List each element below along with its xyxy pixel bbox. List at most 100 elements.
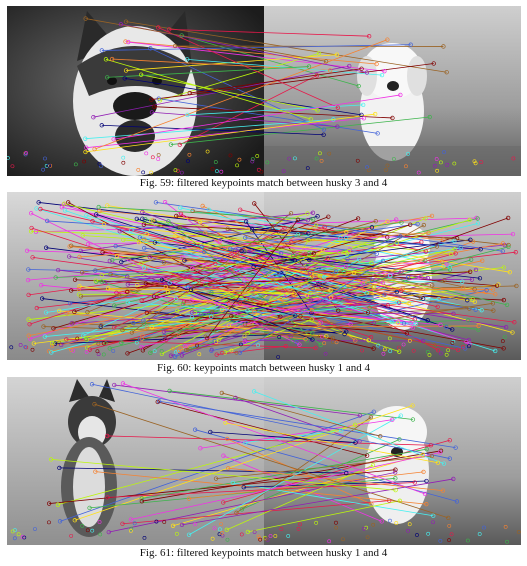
- keypoint-marker: [432, 163, 437, 168]
- keypoint-marker: [85, 310, 90, 315]
- match-line: [143, 267, 397, 303]
- keypoint-marker: [238, 207, 243, 212]
- match-line: [154, 106, 393, 119]
- keypoint-marker: [27, 322, 32, 327]
- match-line: [147, 325, 479, 328]
- match-line: [186, 302, 493, 351]
- keypoint-marker: [278, 314, 283, 319]
- match-line: [59, 310, 327, 337]
- keypoint-marker: [180, 301, 186, 307]
- keypoint-marker: [451, 339, 456, 344]
- keypoint-marker: [368, 334, 374, 340]
- keypoint-marker: [335, 105, 340, 110]
- keypoint-marker: [408, 42, 413, 47]
- match-line: [170, 116, 430, 145]
- match-line: [71, 271, 471, 291]
- keypoint-marker: [111, 325, 117, 330]
- keypoint-marker: [107, 346, 112, 351]
- match-line: [131, 212, 292, 333]
- keypoint-marker: [103, 341, 108, 346]
- match-line: [182, 303, 313, 334]
- keypoint-marker: [435, 460, 441, 465]
- keypoint-marker: [385, 303, 390, 308]
- keypoint-marker: [159, 277, 165, 282]
- keypoint-marker: [372, 284, 377, 290]
- keypoint-marker: [336, 308, 341, 313]
- keypoint-marker: [164, 337, 169, 342]
- keypoint-marker: [445, 162, 450, 167]
- keypoint-marker: [57, 519, 63, 524]
- keypoint-marker: [503, 525, 508, 529]
- keypoint-marker: [99, 279, 104, 284]
- match-line: [28, 242, 503, 336]
- keypoint-marker: [24, 151, 28, 155]
- keypoint-marker: [472, 159, 477, 164]
- keypoint-marker: [431, 513, 436, 518]
- keypoint-marker: [314, 156, 319, 161]
- keypoint-marker: [220, 530, 224, 535]
- keypoint-marker: [380, 258, 386, 264]
- keypoint-marker: [96, 204, 101, 210]
- keypoint-marker: [420, 338, 426, 344]
- keypoint-marker: [105, 495, 110, 500]
- keypoint-marker: [325, 256, 331, 261]
- keypoint-marker: [416, 170, 421, 175]
- keypoint-marker: [331, 117, 336, 122]
- keypoint-marker: [398, 288, 404, 293]
- keypoint-marker: [72, 277, 78, 282]
- keypoint-marker: [425, 318, 430, 323]
- keypoint-marker: [105, 433, 110, 439]
- keypoint-marker: [365, 535, 370, 540]
- keypoint-marker: [316, 282, 321, 288]
- keypoint-marker: [296, 526, 301, 531]
- keypoint-marker: [90, 528, 95, 533]
- keypoint-marker: [423, 258, 428, 263]
- match-line: [187, 104, 364, 116]
- keypoint-marker: [92, 402, 97, 407]
- keypoint-marker: [359, 66, 364, 71]
- keypoint-marker: [151, 218, 156, 223]
- keypoint-marker: [221, 500, 226, 505]
- match-line: [163, 261, 494, 311]
- keypoint-marker: [214, 352, 219, 357]
- keypoint-marker: [467, 344, 471, 349]
- keypoint-marker: [168, 142, 174, 147]
- keypoint-marker: [411, 348, 416, 353]
- keypoint-marker: [268, 534, 273, 538]
- match-line: [38, 202, 309, 234]
- keypoint-marker: [289, 240, 294, 245]
- keypoint-marker: [25, 278, 31, 283]
- keypoint-marker: [283, 343, 288, 349]
- keypoint-marker: [382, 292, 387, 297]
- match-line: [53, 224, 411, 329]
- keypoint-marker: [338, 236, 343, 241]
- match-line: [102, 251, 498, 287]
- match-line: [210, 431, 356, 443]
- keypoint-marker: [190, 266, 195, 271]
- keypoint-marker: [316, 322, 321, 327]
- keypoint-marker: [203, 282, 208, 287]
- keypoint-marker: [100, 250, 105, 255]
- match-line: [190, 289, 296, 317]
- keypoint-marker: [346, 249, 351, 254]
- keypoint-marker: [192, 427, 198, 432]
- keypoint-marker: [292, 258, 298, 263]
- keypoint-marker: [438, 538, 443, 543]
- keypoint-marker: [183, 343, 188, 349]
- keypoint-marker: [156, 157, 161, 161]
- keypoint-marker: [429, 213, 435, 218]
- keypoint-marker: [123, 68, 129, 73]
- keypoint-marker: [464, 339, 469, 344]
- keypoint-marker: [311, 251, 316, 256]
- keypoint-marker: [112, 303, 117, 308]
- match-line: [244, 280, 383, 284]
- keypoint-marker: [335, 124, 340, 129]
- keypoint-marker: [473, 307, 478, 312]
- keypoint-marker: [77, 284, 82, 289]
- keypoint-marker: [404, 331, 410, 336]
- keypoint-marker: [305, 166, 310, 171]
- match-line: [109, 246, 509, 349]
- keypoint-marker: [69, 243, 74, 248]
- keypoint-marker: [172, 354, 178, 360]
- figure-60-caption: Fig. 60: keypoints match between husky 1…: [157, 362, 370, 374]
